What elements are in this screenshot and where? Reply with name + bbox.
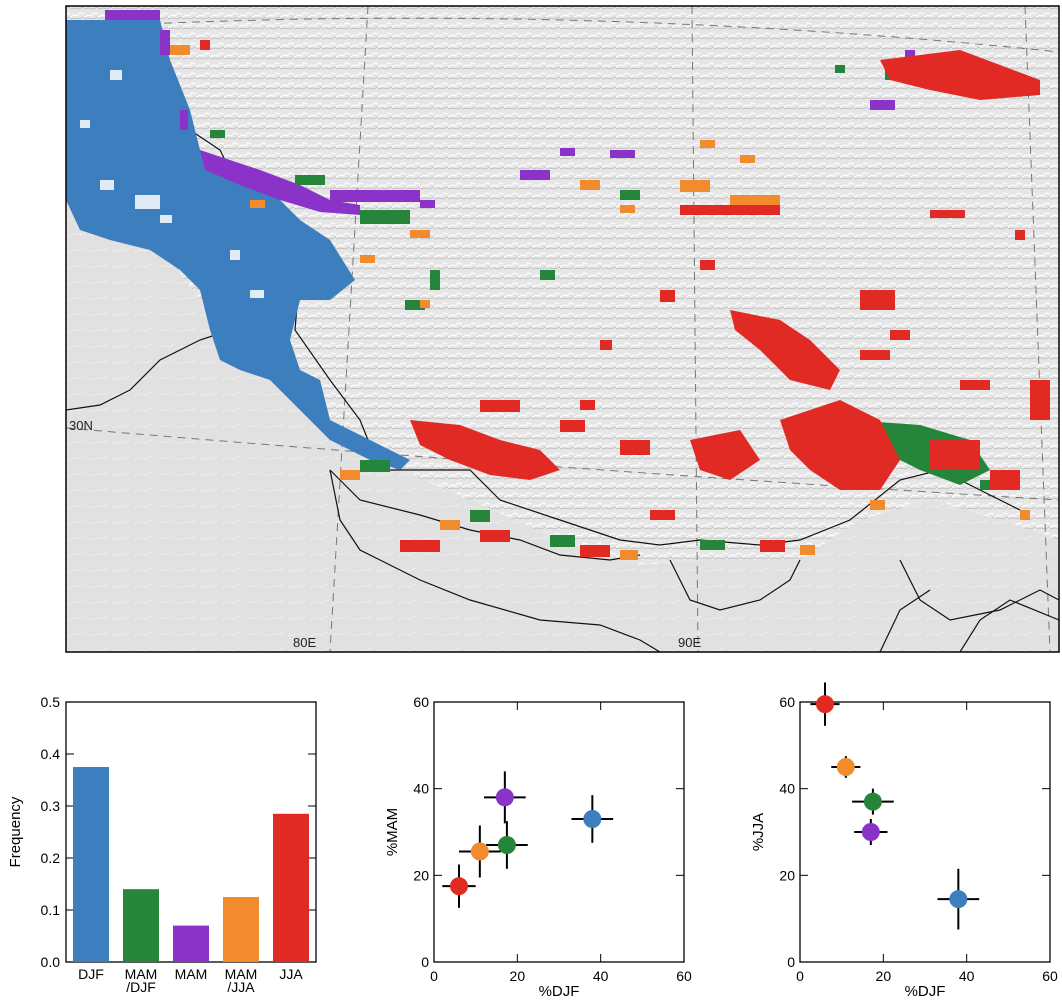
point-mam_jja [836,758,855,776]
scatter-xtick-label: 0 [796,968,804,984]
scatter-ytick-label: 0 [421,954,429,970]
bar-ytick-label: 0.1 [41,902,61,918]
scatter-xtick-label: 20 [876,968,892,984]
lon-label-80e: 80E [293,635,316,650]
map-panel: 30N 80E 90E [66,6,1059,652]
scatter-xtick-label: 60 [1042,968,1058,984]
bar-djf [73,767,109,962]
point-mam_djf [863,792,882,811]
frequency-bar-chart: 0.0 0.1 0.2 0.3 0.4 0.5 Frequency DJF MAM/DJF MAM… [7,694,317,995]
jja-region [200,40,1050,557]
bar-jja [273,813,309,962]
scatter-ylabel: %MAM [384,808,401,856]
bar-ytick-label: 0.3 [41,798,61,814]
scatter-xtick-label: 40 [593,968,609,984]
scatter-ytick-label: 40 [779,781,795,797]
point-mam_jja [470,842,489,861]
bar-category-label: JJA [279,966,303,982]
bar-category-label: MAM/JJA [225,966,258,995]
scatter-ytick-label: 20 [413,867,429,883]
scatter-xtick-label: 60 [676,968,692,984]
scatter-xtick-label: 20 [510,968,526,984]
graticule [66,6,1059,652]
scatter-xtick-label: 40 [959,968,975,984]
point-djf [949,890,968,909]
mam-jja-region [170,45,1030,560]
bar-ytick-label: 0.2 [41,850,61,866]
djf-holes [80,70,264,298]
bar-mam_djf [123,889,159,962]
scatter-xtick-label: 0 [430,968,438,984]
bar-ytick-label: 0.4 [41,746,61,762]
scatter-ytick-label: 60 [413,694,429,710]
scatter-ytick-label: 20 [779,867,795,883]
point-mam [861,823,880,841]
scatter-ytick-label: 60 [779,694,795,710]
jja-vs-djf-scatter: 0 20 40 60 0 20 40 60 %DJF %JJA [750,682,1058,1000]
scatter-plot-frame [433,701,685,963]
scatter-ytick-label: 40 [413,781,429,797]
scatter-plot-frame [799,701,1051,963]
scatter-xlabel: %DJF [905,983,946,1000]
lon-label-90e: 90E [678,635,701,650]
bar-ytick-label: 0.0 [41,954,61,970]
bar-ylabel: Frequency [7,796,24,867]
mam-vs-djf-scatter: 0 20 40 60 0 20 40 60 %DJF %MAM [384,694,692,1000]
scatter-xlabel: %DJF [539,983,580,1000]
mam-region [105,10,915,215]
bar-mam [173,925,209,962]
scatter-ytick-label: 0 [787,954,795,970]
lat-label-30n: 30N [69,418,93,433]
map-frame [65,5,1060,653]
point-djf [583,810,602,828]
bar-ytick-label: 0.5 [41,694,61,710]
point-jja [816,695,834,714]
scatter-ylabel: %JJA [750,813,767,851]
bar-category-label: DJF [78,966,104,982]
point-mam [495,788,514,807]
bar-category-label: MAM [175,966,208,982]
point-jja [450,877,468,896]
bar-mam_jja [223,897,259,962]
point-mam_djf [497,836,516,854]
bar-category-label: MAM/DJF [125,966,158,995]
djf-region [66,20,410,470]
